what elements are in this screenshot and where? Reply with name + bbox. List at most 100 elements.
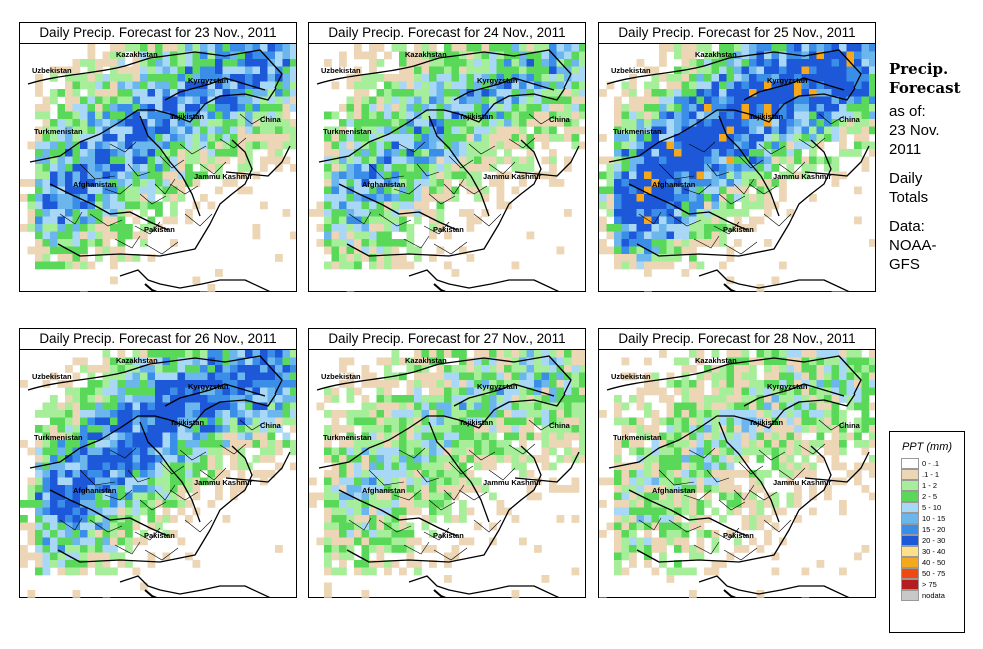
legend-label: 15 - 20: [922, 525, 946, 534]
precip-cell: [481, 440, 490, 448]
precip-cell: [267, 51, 276, 60]
precip-cell: [147, 216, 156, 225]
precip-cell: [719, 81, 727, 90]
precip-cell: [786, 149, 795, 157]
precip-cell: [324, 485, 332, 493]
precip-cell: [489, 440, 497, 448]
precip-cell: [764, 350, 772, 358]
precip-cell: [162, 134, 171, 142]
precip-cell: [406, 462, 415, 471]
precip-cell: [57, 515, 66, 523]
precip-cell: [704, 126, 712, 135]
precip-cell: [541, 141, 550, 150]
precip-cell: [614, 492, 622, 501]
precip-cell: [749, 387, 757, 396]
precip-cell: [741, 44, 750, 52]
precip-cell: [711, 417, 720, 426]
precip-cell: [674, 522, 682, 531]
precip-cell: [170, 365, 178, 373]
precip-cell: [636, 485, 645, 493]
precip-cell: [451, 81, 460, 90]
country-border: [606, 355, 862, 395]
map-label-jammu-kashmir: Jammu Kashmir: [483, 478, 541, 487]
precip-cell: [57, 470, 66, 478]
precip-cell: [621, 507, 630, 516]
precip-cell: [459, 455, 467, 463]
precip-cell: [72, 231, 81, 240]
precip-cell: [651, 492, 660, 501]
precip-cell: [824, 44, 832, 52]
precip-cell: [125, 395, 133, 403]
forecast-panel-2: Daily Precip. Forecast for 24 Nov., 2011…: [308, 22, 586, 292]
precip-cell: [556, 111, 565, 120]
precip-cell: [651, 74, 660, 82]
precip-cell: [50, 410, 58, 418]
precip-cell: [644, 261, 652, 270]
precip-cell: [861, 119, 870, 127]
precip-cell: [489, 156, 497, 165]
precip-cell: [489, 425, 497, 433]
precip-cell: [125, 522, 133, 531]
precip-cell: [719, 432, 727, 441]
precip-cell: [200, 417, 208, 426]
precip-cell: [629, 537, 637, 546]
precip-cell: [749, 380, 757, 388]
precip-cell: [779, 357, 787, 366]
precip-cell: [629, 231, 637, 240]
precip-cell: [444, 104, 452, 112]
precip-cell: [704, 171, 712, 180]
precip-cell: [831, 380, 840, 388]
precip-cell: [147, 372, 156, 381]
precip-cell: [207, 440, 216, 448]
precip-cell: [786, 365, 795, 373]
precip-cell: [162, 492, 171, 501]
precip-cell: [741, 380, 750, 388]
precip-cell: [854, 395, 862, 403]
precip-cell: [556, 402, 565, 411]
precip-cell: [354, 171, 362, 180]
precip-cell: [200, 425, 208, 433]
precip-cell: [681, 149, 690, 157]
precip-cell: [331, 462, 340, 471]
precip-cell: [147, 186, 156, 195]
precip-cell: [376, 515, 385, 523]
precip-cell: [421, 209, 430, 217]
precip-cell: [132, 402, 141, 411]
country-border: [636, 139, 832, 257]
precip-cell: [689, 149, 697, 157]
precip-cell: [192, 350, 201, 358]
precip-cell: [629, 89, 637, 97]
country-border: [804, 451, 870, 483]
precip-cell: [756, 201, 765, 210]
precip-cell: [369, 492, 377, 501]
precip-cell: [57, 261, 66, 270]
precip-cell: [704, 455, 712, 463]
precip-cell: [704, 74, 712, 82]
precip-cell: [222, 119, 231, 127]
precip-cell: [749, 96, 757, 105]
precip-cell: [339, 104, 347, 112]
precip-cell: [534, 402, 542, 411]
precip-cell: [117, 141, 126, 150]
precip-cell: [339, 530, 347, 538]
precip-cell: [451, 440, 460, 448]
precip-cell: [621, 246, 630, 255]
precip-cell: [399, 507, 407, 516]
precip-cell: [369, 515, 377, 523]
precip-cell: [734, 492, 742, 501]
precip-cell: [117, 254, 126, 262]
precip-cell: [361, 372, 370, 381]
precip-cell: [666, 81, 675, 90]
precip-cell: [689, 201, 697, 210]
precip-cell: [466, 216, 475, 225]
precip-cell: [741, 515, 750, 523]
precip-cell: [511, 425, 520, 433]
precip-cell: [779, 462, 787, 471]
precip-cell: [354, 224, 362, 232]
precip-cell: [689, 515, 697, 523]
precip-cell: [451, 432, 460, 441]
precip-cell: [869, 89, 875, 97]
precip-cell: [230, 447, 238, 456]
precip-cell: [42, 149, 51, 157]
precip-cell: [556, 455, 565, 463]
